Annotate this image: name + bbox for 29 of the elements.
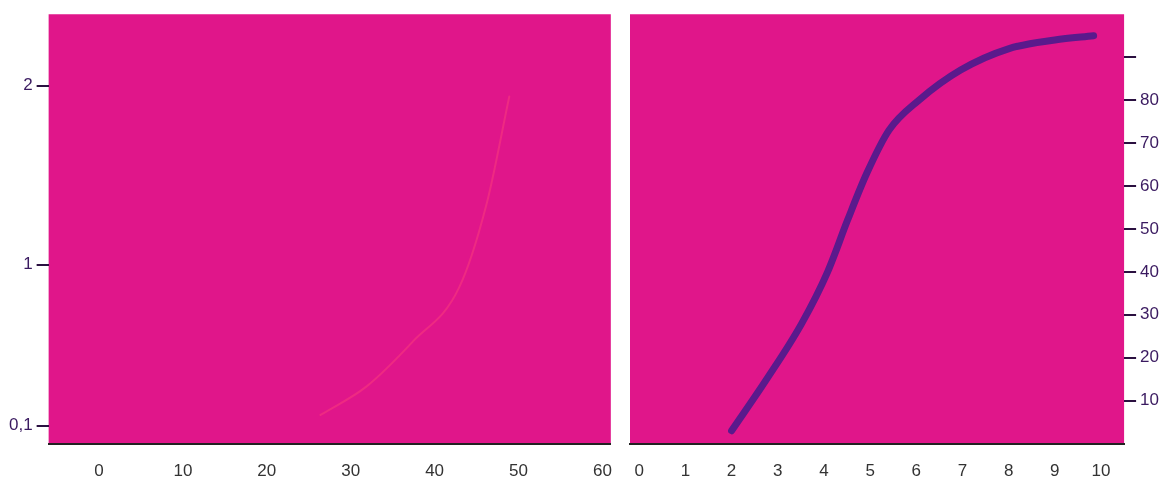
y-tick-label: 1 (23, 254, 33, 274)
x-tick-label: 60 (592, 461, 612, 481)
x-tick-label: 30 (341, 461, 361, 481)
x-tick-label: 6 (911, 461, 922, 481)
y-tick-label: 0,1 (8, 415, 33, 435)
y-tick-label: 60 (1140, 175, 1160, 195)
x-tick-label: 8 (1003, 461, 1014, 481)
y-tick-label: 50 (1140, 218, 1160, 238)
x-tick-label: 5 (865, 461, 875, 481)
y-tick-label: 10 (1140, 390, 1160, 410)
x-tick-label: 9 (1050, 461, 1060, 481)
x-tick-label: 50 (509, 461, 528, 481)
x-tick-label: 2 (726, 461, 737, 481)
y-tick-label: 70 (1140, 132, 1160, 152)
x-tick-label: 3 (773, 461, 783, 481)
y-tick-label: 20 (1140, 347, 1160, 367)
x-tick-label: 20 (257, 461, 277, 481)
x-tick-label: 40 (425, 461, 445, 481)
y-tick-label: 2 (23, 75, 33, 95)
y-tick-label: 30 (1140, 304, 1160, 324)
x-tick-label: 10 (1091, 461, 1111, 481)
x-tick-label: 10 (173, 461, 193, 481)
y-tick-label: 80 (1140, 89, 1160, 109)
x-tick-label: 1 (680, 461, 691, 481)
x-tick-label: 0 (94, 461, 104, 481)
x-tick-label: 0 (634, 461, 644, 481)
x-tick-label: 7 (957, 461, 968, 481)
y-tick-label: 40 (1140, 261, 1160, 281)
x-tick-label: 4 (819, 461, 829, 481)
